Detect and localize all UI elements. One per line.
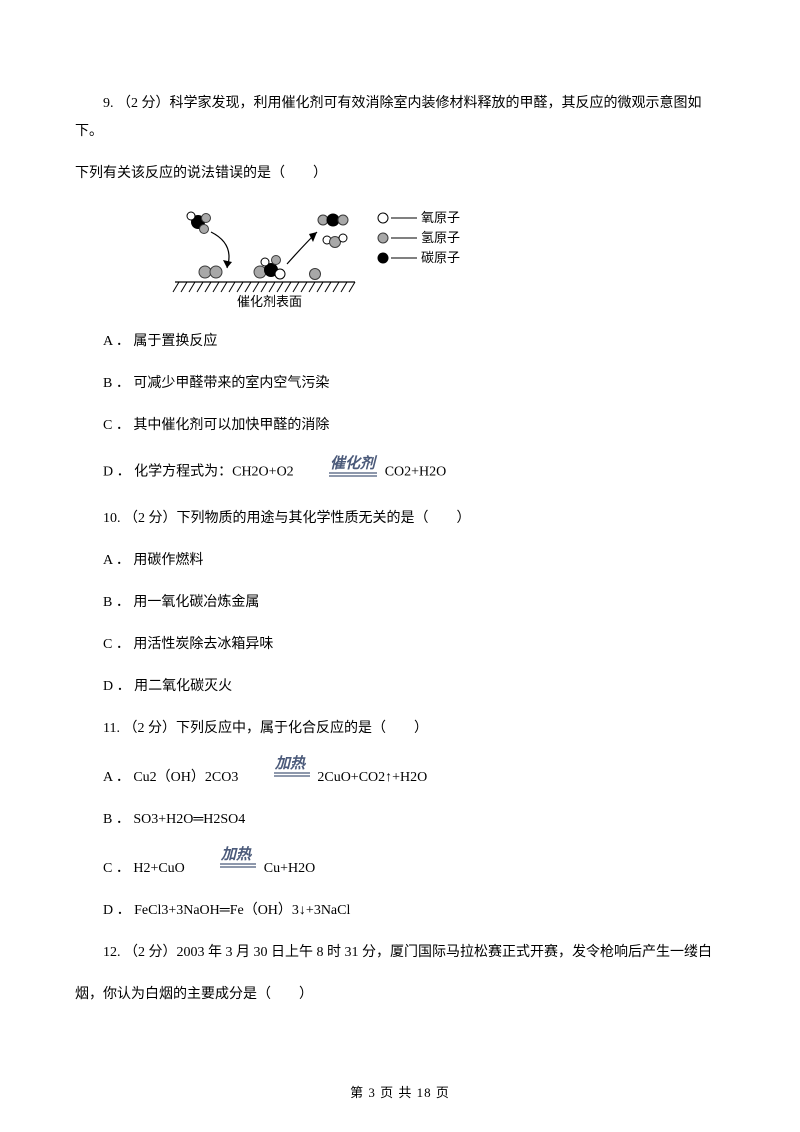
q9-option-a: A ． 属于置换反应: [75, 328, 725, 356]
q9-option-d: D ． 化学方程式为：CH2O+O2 催化剂 CO2+H2O: [75, 454, 725, 491]
q11-option-d: D ． FeCl3+3NaOH═Fe（OH）3↓+3NaCl: [75, 897, 725, 925]
molecule-ch2o: [187, 212, 211, 234]
q11-a-pre: A ． Cu2（OH）2CO3: [103, 770, 242, 785]
q11-c-post: Cu+H2O: [264, 861, 315, 876]
q11-option-a: A ． Cu2（OH）2CO3 加热 2CuO+CO2↑+H2O: [75, 757, 725, 792]
q9-d-pre: D ． 化学方程式为：CH2O+O2: [103, 465, 297, 480]
heat-condition-icon: 加热: [244, 755, 312, 790]
svg-text:加热: 加热: [220, 846, 253, 863]
q11-a-post: 2CuO+CO2↑+H2O: [317, 770, 427, 785]
q10-option-a: A ． 用碳作燃料: [75, 547, 725, 575]
q11-option-b: B ． SO3+H2O═H2SO4: [75, 806, 725, 834]
page-footer: 第 3 页 共 18 页: [0, 1083, 800, 1103]
molecule-intermediate: [254, 256, 285, 280]
q9-reaction-diagram: 催化剂表面: [165, 202, 485, 312]
q12-stem-line2: 烟，你认为白烟的主要成分是（ ）: [75, 981, 725, 1009]
q10-stem: 10. （2 分）下列物质的用途与其化学性质无关的是（ ）: [75, 505, 725, 533]
q10-option-d: D ． 用二氧化碳灭火: [75, 673, 725, 701]
svg-text:催化剂: 催化剂: [330, 455, 378, 472]
molecule-o2: [199, 266, 222, 278]
surface-label: 催化剂表面: [237, 294, 302, 309]
svg-text:碳原子: 碳原子: [421, 250, 460, 265]
q10-option-c: C ． 用活性炭除去冰箱异味: [75, 631, 725, 659]
q9-option-b: B ． 可减少甲醛带来的室内空气污染: [75, 370, 725, 398]
q9-stem-line1: 9. （2 分）科学家发现，利用催化剂可有效消除室内装修材料释放的甲醛，其反应的…: [75, 90, 725, 146]
heat-condition-icon: 加热: [190, 846, 258, 881]
svg-text:氢原子: 氢原子: [421, 230, 460, 245]
q10-option-b: B ． 用一氧化碳冶炼金属: [75, 589, 725, 617]
molecule-co2: [318, 214, 348, 227]
q12-stem-line1: 12. （2 分）2003 年 3 月 30 日上午 8 时 31 分，厦门国际…: [75, 939, 725, 967]
atom-o-surface: [310, 269, 321, 280]
q9-stem-line2: 下列有关该反应的说法错误的是（ ）: [75, 160, 725, 188]
diagram-legend: 氧原子 氢原子 碳原子: [378, 210, 461, 265]
q9-option-c: C ． 其中催化剂可以加快甲醛的消除: [75, 412, 725, 440]
svg-text:加热: 加热: [274, 755, 307, 772]
catalyst-surface: 催化剂表面: [173, 282, 355, 309]
q11-option-c: C ． H2+CuO 加热 Cu+H2O: [75, 848, 725, 883]
molecule-h2o: [323, 234, 347, 248]
catalyst-condition-icon: 催化剂: [299, 454, 379, 491]
q11-stem: 11. （2 分）下列反应中，属于化合反应的是（ ）: [75, 715, 725, 743]
q11-c-pre: C ． H2+CuO: [103, 861, 188, 876]
svg-text:氧原子: 氧原子: [421, 210, 460, 225]
q9-d-post: CO2+H2O: [385, 465, 447, 480]
